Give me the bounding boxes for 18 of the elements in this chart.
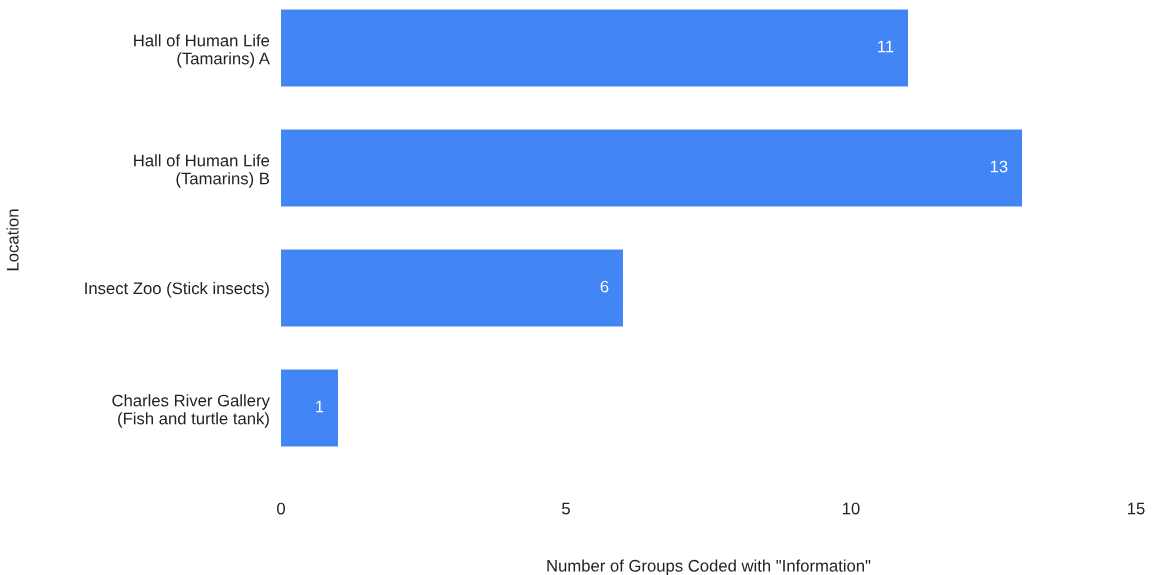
data-label: 11 — [878, 40, 894, 53]
y-tick-label: Hall of Human Life (Tamarins) A — [134, 34, 270, 68]
x-tick-label: 15 — [1128, 502, 1145, 515]
x-axis-title: Number of Groups Coded with "Information" — [547, 559, 871, 575]
y-axis-title: Location — [6, 209, 19, 271]
y-tick-label: Hall of Human Life (Tamarins) B — [134, 154, 270, 188]
data-label: 13 — [990, 160, 1008, 173]
data-label: 6 — [600, 280, 609, 293]
bar — [281, 369, 338, 447]
x-tick-label: 5 — [562, 502, 570, 515]
bar — [281, 249, 623, 327]
y-tick-label: Insect Zoo (Stick insects) — [85, 281, 269, 298]
x-tick-label: 10 — [843, 502, 860, 515]
data-label: 1 — [316, 400, 324, 413]
x-tick-label: 0 — [277, 502, 285, 515]
bar — [281, 9, 908, 87]
y-tick-label: Charles River Gallery (Fish and turtle tank) — [112, 394, 270, 428]
bar — [281, 129, 1022, 207]
